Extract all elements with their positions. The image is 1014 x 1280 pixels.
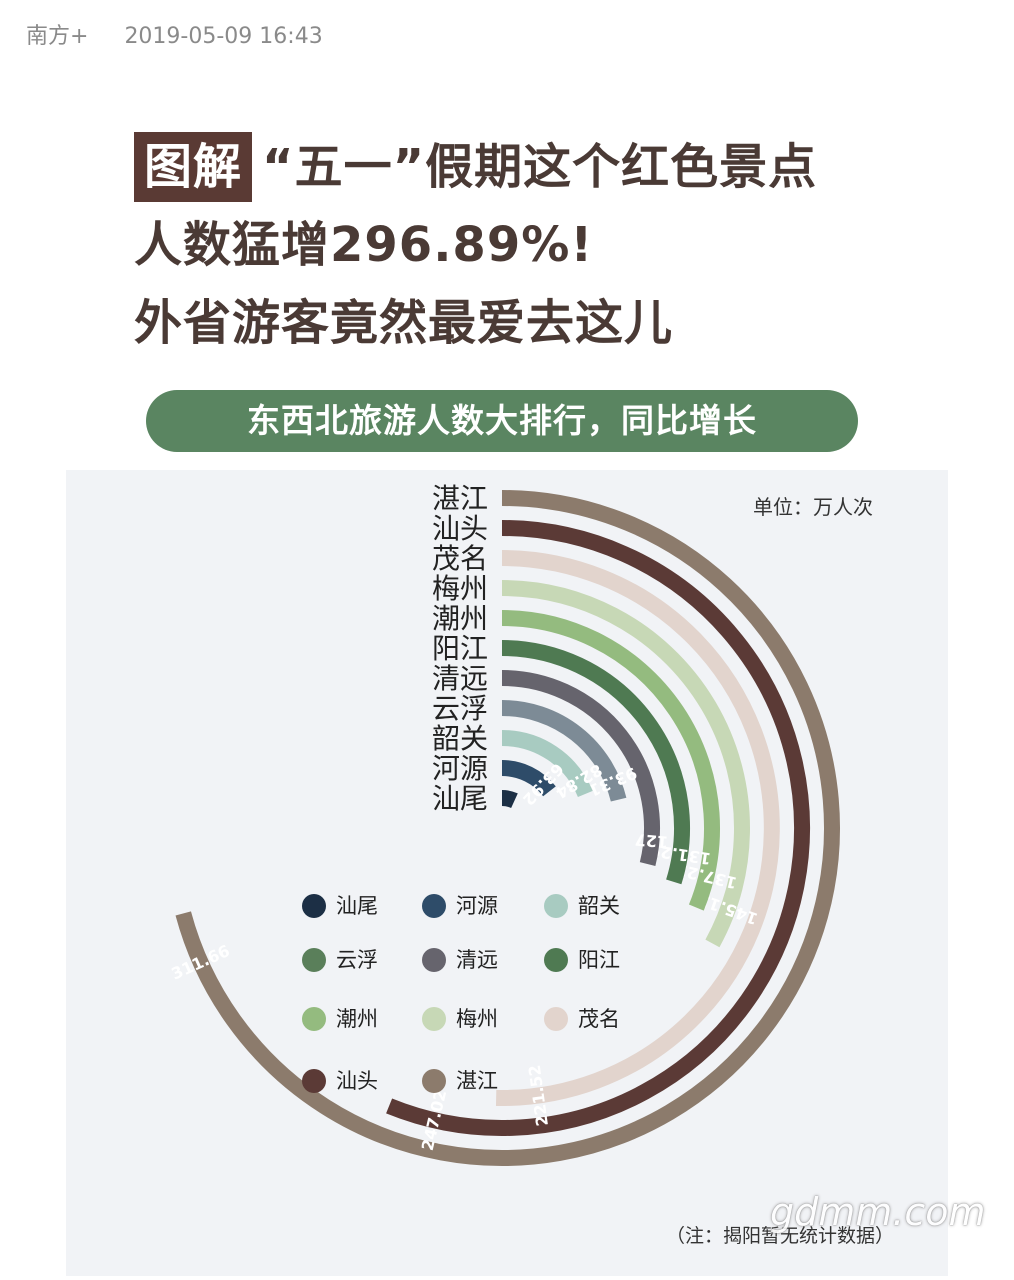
- legend-label-河源: 河源: [456, 894, 498, 918]
- category-label-湛江: 湛江: [432, 482, 488, 515]
- legend-dot-潮州: [302, 1007, 326, 1031]
- category-label-汕尾: 汕尾: [432, 782, 488, 815]
- legend-dot-河源: [422, 894, 446, 918]
- bar-潮州: [501, 610, 721, 911]
- legend-dot-韶关: [544, 894, 568, 918]
- headline-line-1: 图解 “五一”假期这个红色景点: [134, 128, 934, 206]
- category-label-韶关: 韶关: [432, 722, 488, 755]
- section-banner: 东西北旅游人数大排行，同比增长: [146, 390, 858, 452]
- bar-汕头: [386, 520, 811, 1136]
- headline: 图解 “五一”假期这个红色景点 人数猛增296.89%! 外省游客竟然最爱去这儿: [134, 128, 934, 362]
- category-label-茂名: 茂名: [432, 542, 488, 575]
- headline-line-2: 人数猛增296.89%!: [134, 217, 594, 273]
- bar-茂名: [495, 550, 780, 1106]
- legend-dot-湛江: [422, 1069, 446, 1093]
- value-label-清远: 127: [634, 830, 669, 852]
- chart-note: （注：揭阳暂无统计数据）: [666, 1225, 894, 1247]
- category-label-梅州: 梅州: [432, 572, 488, 605]
- legend-dot-汕尾: [302, 894, 326, 918]
- value-label-茂名: 221.52: [525, 1064, 552, 1128]
- bar-河源: [501, 760, 556, 797]
- legend-label-韶关: 韶关: [578, 894, 620, 918]
- legend-label-潮州: 潮州: [336, 1007, 378, 1031]
- legend-label-阳江: 阳江: [578, 948, 620, 972]
- chart-panel: 单位：万人次 湛江 311.66 汕头 247.02 茂名 221.52 梅州 145.13 潮州…: [66, 470, 948, 1276]
- bar-清远: [501, 670, 660, 866]
- legend-label-茂名: 茂名: [578, 1007, 620, 1031]
- legend-dot-梅州: [422, 1007, 446, 1031]
- bar-汕尾: [501, 790, 518, 809]
- legend-label-云浮: 云浮: [336, 948, 378, 972]
- headline-line-3: 外省游客竟然最爱去这儿: [134, 295, 674, 351]
- legend-label-梅州: 梅州: [456, 1007, 498, 1031]
- legend-label-湛江: 湛江: [456, 1069, 498, 1093]
- legend-dot-汕头: [302, 1069, 326, 1093]
- source-name: 南方+: [26, 24, 89, 49]
- bar-梅州: [501, 580, 750, 948]
- legend-label-清远: 清远: [456, 948, 498, 972]
- unit-label: 单位：万人次: [753, 495, 873, 519]
- category-label-清远: 清远: [432, 662, 488, 695]
- bar-韶关: [501, 730, 593, 798]
- bar-云浮: [501, 700, 627, 802]
- legend-dot-云浮: [302, 948, 326, 972]
- watermark-credit: gdmm.com: [770, 1190, 986, 1234]
- category-label-潮州: 潮州: [432, 602, 488, 635]
- legend-label-汕头: 汕头: [336, 1069, 378, 1093]
- radial-bar-chart: 单位：万人次湛江311.66汕头247.02茂名221.52梅州145.13潮州…: [168, 482, 894, 1247]
- bar-阳江: [501, 640, 690, 885]
- article-meta: 南方+ 2019-05-09 16:43: [26, 18, 323, 50]
- legend-dot-茂名: [544, 1007, 568, 1031]
- category-label-云浮: 云浮: [432, 692, 488, 725]
- category-label-河源: 河源: [432, 752, 488, 785]
- legend-dot-阳江: [544, 948, 568, 972]
- category-label-汕头: 汕头: [432, 512, 488, 545]
- bar-湛江: [175, 490, 840, 1166]
- headline-tag: 图解: [134, 132, 253, 202]
- legend-label-汕尾: 汕尾: [336, 894, 378, 918]
- category-label-阳江: 阳江: [432, 632, 488, 665]
- publish-time: 2019-05-09 16:43: [124, 24, 323, 49]
- legend-dot-清远: [422, 948, 446, 972]
- headline-line-1-text: “五一”假期这个红色景点: [262, 139, 818, 195]
